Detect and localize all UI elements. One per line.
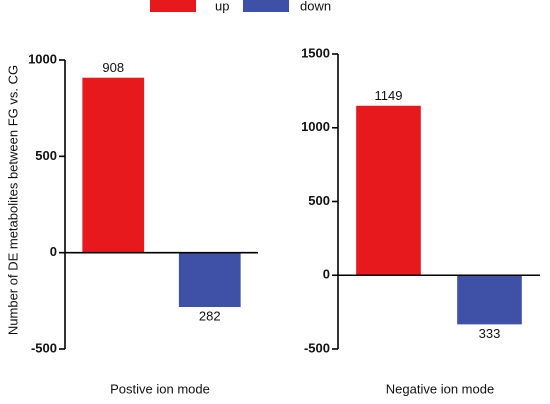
value-label: 1149: [375, 88, 403, 103]
x-axis-label: Postive ion mode: [110, 381, 210, 396]
y-tick-label: -500: [31, 340, 57, 355]
bar: [178, 252, 241, 307]
y-tick-label: 500: [35, 148, 57, 163]
bar: [356, 105, 421, 276]
legend-label: up: [215, 0, 229, 13]
y-tick-label: 1000: [301, 119, 330, 134]
y-tick-label: -500: [304, 340, 330, 355]
y-tick-label: 500: [308, 193, 330, 208]
y-tick-label: 1500: [301, 45, 330, 60]
bar: [457, 275, 522, 325]
legend-swatch: [243, 0, 289, 12]
legend-swatch: [150, 0, 196, 12]
value-label: 908: [102, 60, 124, 75]
value-label: 333: [479, 326, 501, 341]
legend-label: down: [300, 0, 331, 13]
y-tick-label: 1000: [28, 51, 57, 66]
bar: [82, 77, 145, 253]
y-axis-label: Number of DE metabolites between FG vs. …: [5, 65, 20, 335]
y-tick-label: 0: [50, 244, 57, 259]
x-axis-label: Negative ion mode: [386, 381, 494, 396]
value-label: 282: [199, 308, 221, 323]
y-tick-label: 0: [323, 267, 330, 282]
